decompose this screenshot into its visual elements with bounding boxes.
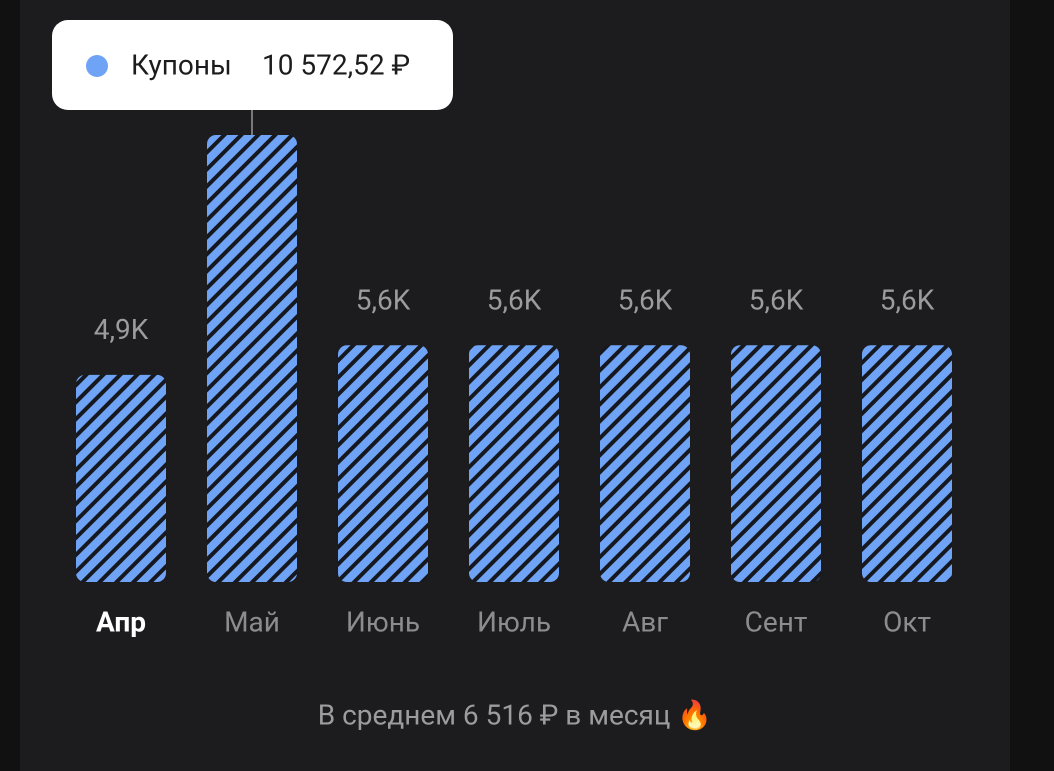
x-tick-label: Сент bbox=[745, 605, 808, 638]
x-tick-label: Авг bbox=[622, 605, 668, 638]
bar bbox=[76, 374, 166, 582]
value-label: 5,6K bbox=[618, 284, 673, 317]
x-tick-label: Июль bbox=[477, 605, 551, 638]
bar bbox=[600, 345, 690, 582]
legend-label: Купоны bbox=[131, 48, 232, 81]
x-tick-label: Май bbox=[224, 605, 280, 638]
x-tick-label: Июнь bbox=[346, 605, 420, 638]
tooltip bbox=[52, 20, 453, 110]
x-tick-label: Окт bbox=[883, 605, 931, 638]
value-label: 4,9K bbox=[94, 313, 149, 346]
value-label: 5,6K bbox=[749, 284, 804, 317]
x-tick-label: Апр bbox=[96, 605, 146, 638]
value-label: 5,6K bbox=[880, 284, 935, 317]
value-label: 5,6K bbox=[487, 284, 542, 317]
value-label: 5,6K bbox=[356, 284, 411, 317]
bar bbox=[862, 345, 952, 582]
bar bbox=[469, 345, 559, 582]
footer: В среднем 6 516 ₽ в месяц 🔥 bbox=[318, 698, 713, 731]
bar bbox=[338, 345, 428, 582]
bar bbox=[207, 135, 297, 582]
legend-dot bbox=[86, 55, 108, 77]
tooltip-value: 10 572,52 ₽ bbox=[262, 48, 410, 81]
bar bbox=[731, 345, 821, 582]
